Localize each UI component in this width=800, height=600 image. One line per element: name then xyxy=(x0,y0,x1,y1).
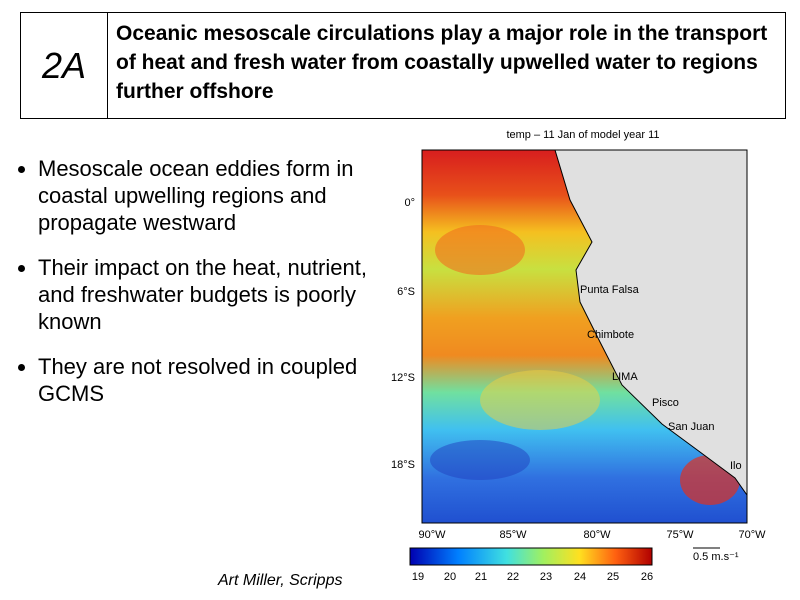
colorbar-label: 19 xyxy=(412,571,424,583)
place: Chimbote xyxy=(587,329,634,341)
bullet: Mesoscale ocean eddies form in coastal u… xyxy=(38,155,368,236)
lon-label: 85°W xyxy=(499,529,527,541)
lat-label: 12°S xyxy=(391,372,415,384)
credit: Art Miller, Scripps xyxy=(218,572,343,589)
colorbar-label: 26 xyxy=(641,571,653,583)
colorbar-label: 20 xyxy=(444,571,456,583)
lat-label: 6°S xyxy=(397,286,415,298)
place: San Juan xyxy=(668,421,714,433)
lat-label: 18°S xyxy=(391,459,415,471)
colorbar-label: 21 xyxy=(475,571,487,583)
lat-label: 0° xyxy=(404,197,415,209)
header-label: 2A xyxy=(21,13,108,118)
bullet-list: Mesoscale ocean eddies form in coastal u… xyxy=(8,155,368,425)
place: LIMA xyxy=(612,371,638,383)
colorbar-label: 25 xyxy=(607,571,619,583)
figure-title: temp – 11 Jan of model year 11 xyxy=(506,129,659,141)
bullet: They are not resolved in coupled GCMS xyxy=(38,353,368,407)
place: Ilo xyxy=(730,460,742,472)
lon-label: 75°W xyxy=(666,529,694,541)
scale-label: 0.5 m.s⁻¹ xyxy=(693,551,739,563)
place: Punta Falsa xyxy=(580,284,640,296)
lon-label: 90°W xyxy=(418,529,446,541)
header: 2A Oceanic mesoscale circulations play a… xyxy=(20,12,786,119)
colorbar-label: 24 xyxy=(574,571,586,583)
lon-label: 70°W xyxy=(738,529,766,541)
eddy xyxy=(480,370,600,430)
header-title: Oceanic mesoscale circulations play a ma… xyxy=(116,22,768,103)
lon-label: 80°W xyxy=(583,529,611,541)
land xyxy=(554,149,748,497)
colorbar xyxy=(409,547,653,566)
place: Pisco xyxy=(652,397,679,409)
colorbar-label: 22 xyxy=(507,571,519,583)
eddy xyxy=(430,440,530,480)
bullet: Their impact on the heat, nutrient, and … xyxy=(38,254,368,335)
colorbar-label: 23 xyxy=(540,571,552,583)
eddy xyxy=(435,225,525,275)
